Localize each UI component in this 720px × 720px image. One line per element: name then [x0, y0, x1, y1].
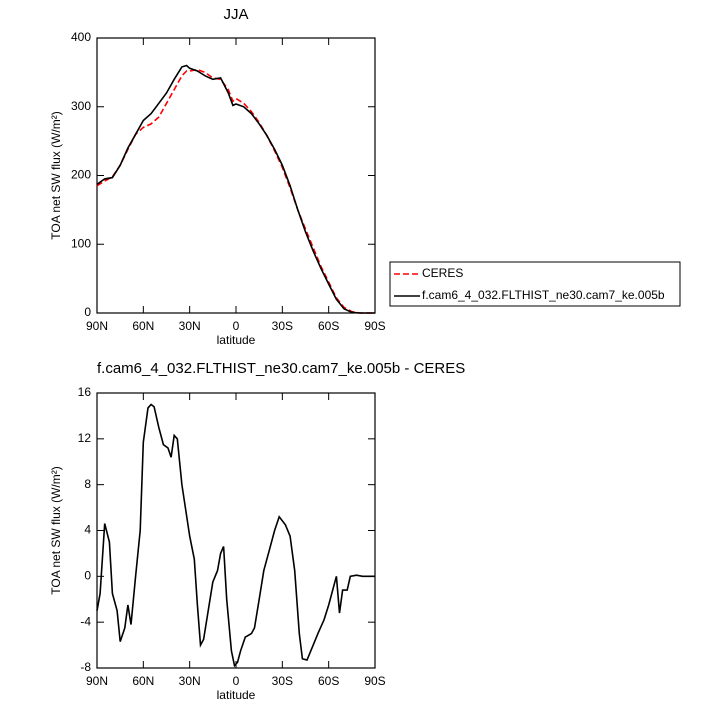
x-axis-label: latitude [217, 333, 256, 347]
y-tick-label: 12 [78, 431, 92, 445]
y-axis-label: TOA net SW flux (W/m²) [49, 111, 63, 239]
x-tick-label: 30S [272, 674, 293, 688]
x-tick-label: 30S [272, 319, 293, 333]
x-tick-label: 30N [179, 319, 201, 333]
y-tick-label: 8 [84, 477, 91, 491]
y-tick-label: 0 [84, 569, 91, 583]
plot-frame [96, 392, 376, 669]
x-tick-label: 90N [86, 319, 108, 333]
x-tick-label: 60N [132, 319, 154, 333]
x-tick-label: 60S [318, 319, 339, 333]
chart-title: f.cam6_4_032.FLTHIST_ne30.cam7_ke.005b -… [97, 360, 465, 377]
x-tick-label: 60S [318, 674, 339, 688]
plot-frame [96, 37, 376, 314]
x-tick-label: 60N [132, 674, 154, 688]
y-tick-label: -4 [80, 614, 91, 628]
y-tick-label: 100 [71, 236, 91, 250]
x-tick-label: 90S [364, 674, 385, 688]
series-line [96, 64, 375, 314]
series-line [96, 68, 375, 314]
x-tick-label: 90N [86, 674, 108, 688]
series-line [96, 403, 375, 668]
y-axis-label: TOA net SW flux (W/m²) [49, 466, 63, 594]
x-tick-label: 90S [364, 319, 385, 333]
chart-title: JJA [223, 6, 248, 23]
y-tick-label: 200 [71, 168, 91, 182]
y-tick-label: 4 [84, 523, 91, 537]
legend-label: CERES [422, 266, 463, 280]
y-tick-label: 0 [84, 305, 91, 319]
y-tick-label: -8 [80, 660, 91, 674]
legend-label: f.cam6_4_032.FLTHIST_ne30.cam7_ke.005b [422, 288, 665, 302]
x-tick-label: 0 [233, 674, 240, 688]
y-tick-label: 400 [71, 30, 91, 44]
x-tick-label: 0 [233, 319, 240, 333]
y-tick-label: 16 [78, 385, 92, 399]
legend-box [389, 261, 681, 307]
x-tick-label: 30N [179, 674, 201, 688]
x-axis-label: latitude [217, 688, 256, 702]
y-tick-label: 300 [71, 99, 91, 113]
